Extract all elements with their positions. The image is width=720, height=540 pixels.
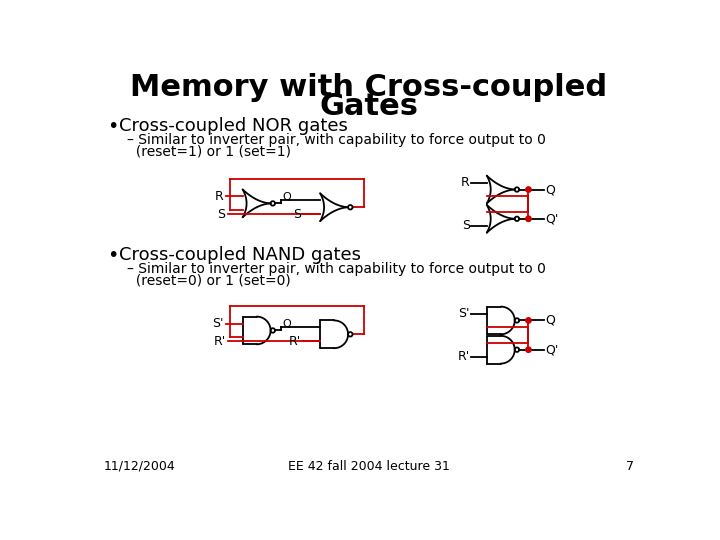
Text: R': R': [457, 350, 469, 363]
Text: 11/12/2004: 11/12/2004: [104, 460, 176, 473]
Text: Q: Q: [282, 319, 291, 329]
Text: Q: Q: [546, 183, 555, 196]
Circle shape: [526, 347, 531, 353]
Text: R': R': [289, 335, 301, 348]
Text: – Similar to inverter pair, with capability to force output to 0: – Similar to inverter pair, with capabil…: [127, 262, 546, 276]
Text: Q: Q: [546, 314, 555, 327]
Text: S: S: [217, 208, 225, 221]
Circle shape: [526, 318, 531, 323]
Text: Q: Q: [282, 192, 291, 202]
Text: Q': Q': [546, 343, 559, 356]
Text: •: •: [107, 117, 118, 136]
Text: R: R: [215, 190, 223, 203]
Text: S: S: [293, 208, 301, 221]
Text: S: S: [462, 219, 469, 232]
Text: S': S': [212, 317, 223, 330]
Text: Gates: Gates: [320, 92, 418, 121]
Text: Memory with Cross-coupled: Memory with Cross-coupled: [130, 72, 608, 102]
Text: 7: 7: [626, 460, 634, 473]
Text: EE 42 fall 2004 lecture 31: EE 42 fall 2004 lecture 31: [288, 460, 450, 473]
Text: (reset=0) or 1 (set=0): (reset=0) or 1 (set=0): [127, 273, 291, 287]
Text: •: •: [107, 246, 118, 265]
Text: (reset=1) or 1 (set=1): (reset=1) or 1 (set=1): [127, 145, 291, 159]
Text: Cross-coupled NOR gates: Cross-coupled NOR gates: [120, 117, 348, 135]
Text: – Similar to inverter pair, with capability to force output to 0: – Similar to inverter pair, with capabil…: [127, 133, 546, 147]
Text: Cross-coupled NAND gates: Cross-coupled NAND gates: [120, 246, 361, 264]
Text: S': S': [458, 307, 469, 320]
Text: R: R: [461, 176, 469, 189]
Circle shape: [526, 216, 531, 221]
Text: Q': Q': [546, 212, 559, 225]
Text: R': R': [213, 335, 225, 348]
Circle shape: [526, 187, 531, 192]
